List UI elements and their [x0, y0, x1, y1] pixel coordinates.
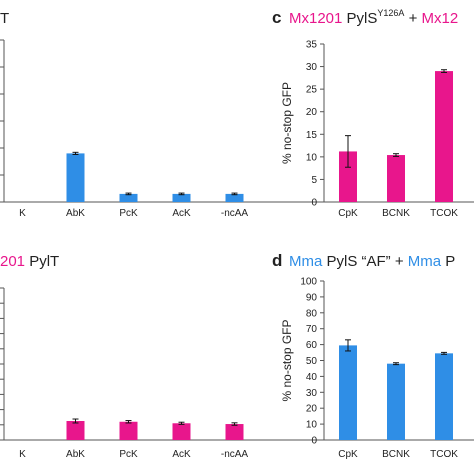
- y-tick-label-d: 100: [300, 277, 317, 288]
- y-axis-label-c: % no-stop GFP: [280, 82, 294, 164]
- y-tick-label-c: 25: [306, 85, 318, 96]
- x-tick-label-b: K: [19, 449, 26, 460]
- bar-c-0: [339, 151, 357, 202]
- x-tick-label-a: -ncAA: [221, 208, 249, 219]
- panel-title-b: 201 PylT: [0, 253, 59, 270]
- x-tick-label-b: AcK: [172, 449, 191, 460]
- title-part: Mma: [408, 253, 442, 270]
- y-tick-label-d: 90: [306, 292, 318, 303]
- bar-b-3: [172, 423, 191, 440]
- bar-d-0: [339, 345, 357, 440]
- y-tick-label-c: 5: [311, 175, 317, 186]
- bar-a-3: [172, 193, 191, 202]
- panel-letter-d: d: [272, 251, 282, 270]
- y-tick-label-d: 0: [311, 436, 317, 447]
- title-part: Mx12: [422, 10, 459, 27]
- y-tick-label-c: 15: [306, 130, 318, 141]
- title-part: Mx1201: [289, 10, 342, 27]
- y-tick-label-d: 70: [306, 324, 318, 335]
- title-part: PylT: [25, 253, 59, 270]
- bar-d-1: [387, 363, 405, 440]
- panel-letter-c: c: [272, 8, 281, 27]
- title-part: Y126A: [377, 8, 404, 18]
- x-tick-label-d: TCOK: [430, 449, 458, 460]
- title-part: PylS “AF” +: [322, 253, 407, 270]
- y-tick-label-d: 50: [306, 356, 318, 367]
- y-tick-label-c: 30: [306, 62, 318, 73]
- bar-b-1: [66, 421, 85, 440]
- x-tick-label-c: CpK: [338, 208, 358, 219]
- bar-a-1: [66, 153, 85, 202]
- x-tick-label-a: AcK: [172, 208, 191, 219]
- title-part: 201: [0, 253, 25, 270]
- x-tick-label-a: K: [19, 208, 26, 219]
- panel-title-a: T: [0, 10, 9, 27]
- x-tick-label-c: TCOK: [430, 208, 458, 219]
- x-tick-label-b: PcK: [119, 449, 138, 460]
- panel-title-d: Mma PylS “AF” + Mma P: [289, 253, 455, 270]
- title-part: Mma: [289, 253, 323, 270]
- y-axis-label-d: % no-stop GFP: [280, 319, 294, 401]
- x-tick-label-a: AbK: [66, 208, 85, 219]
- bar-c-2: [435, 71, 453, 202]
- y-tick-label-d: 30: [306, 388, 318, 399]
- panel-title-c: Mx1201 PylSY126A + Mx12: [289, 8, 458, 27]
- y-tick-label-d: 60: [306, 340, 318, 351]
- x-tick-label-c: BCNK: [382, 208, 410, 219]
- bar-a-4: [225, 193, 244, 202]
- x-tick-label-d: BCNK: [382, 449, 410, 460]
- title-part: PylS: [342, 10, 377, 27]
- x-tick-label-a: PcK: [119, 208, 138, 219]
- y-tick-label-c: 20: [306, 107, 318, 118]
- x-tick-label-b: -ncAA: [221, 449, 249, 460]
- x-tick-label-b: AbK: [66, 449, 85, 460]
- y-tick-label-c: 0: [311, 198, 317, 209]
- bar-a-2: [119, 193, 138, 202]
- title-part: T: [0, 10, 9, 27]
- y-tick-label-c: 35: [306, 40, 318, 51]
- bar-d-2: [435, 353, 453, 440]
- y-tick-label-d: 40: [306, 372, 318, 383]
- y-tick-label-d: 80: [306, 308, 318, 319]
- bar-b-4: [225, 424, 244, 440]
- bar-c-1: [387, 155, 405, 202]
- y-tick-label-d: 20: [306, 404, 318, 415]
- y-tick-label-c: 10: [306, 152, 318, 163]
- bar-b-2: [119, 421, 138, 440]
- title-part: P: [441, 253, 455, 270]
- y-tick-label-d: 10: [306, 420, 318, 431]
- title-part: +: [404, 10, 421, 27]
- x-tick-label-d: CpK: [338, 449, 358, 460]
